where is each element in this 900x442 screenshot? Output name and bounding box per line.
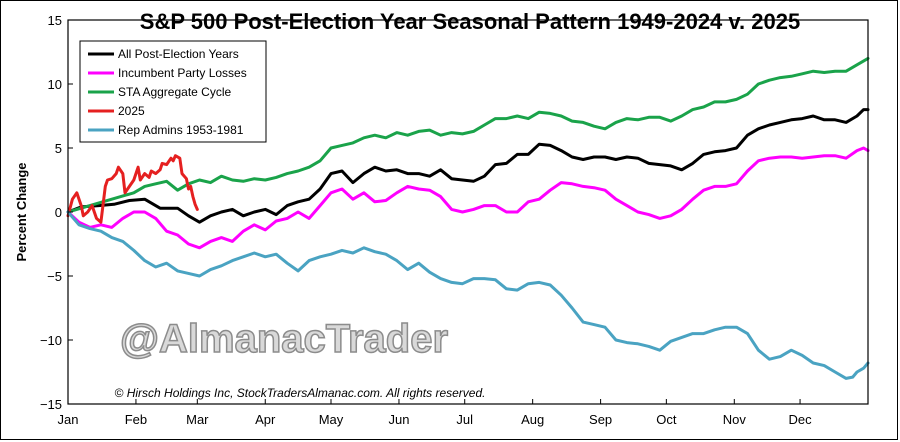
- x-tick-label-sep: Sep: [589, 412, 612, 427]
- y-tick-label: −5: [47, 269, 62, 284]
- x-tick-label-feb: Feb: [125, 412, 147, 427]
- x-tick-label-jun: Jun: [388, 412, 409, 427]
- series-line-2: [66, 56, 870, 214]
- legend-label: All Post-Election Years: [118, 47, 239, 61]
- y-axis-label: Percent Change: [14, 163, 29, 262]
- x-tick-label-aug: Aug: [521, 412, 544, 427]
- y-tick-label: −15: [40, 397, 62, 412]
- series-layer: [66, 56, 870, 380]
- y-tick-label: 15: [48, 13, 62, 28]
- x-tick-label-may: May: [319, 412, 344, 427]
- series-line-4: [66, 210, 870, 380]
- y-tick-label: 5: [55, 141, 62, 156]
- series-line-3: [66, 154, 199, 224]
- legend: All Post-Election Years Incumbent Party L…: [79, 40, 267, 143]
- x-tick-label-mar: Mar: [186, 412, 209, 427]
- y-axis: 15 10 5 0 −5 −10 −15: [40, 13, 73, 412]
- series-line-0: [66, 108, 870, 224]
- x-tick-label-nov: Nov: [723, 412, 747, 427]
- legend-label: Incumbent Party Losses: [118, 66, 247, 80]
- legend-label: 2025: [118, 104, 145, 118]
- x-tick-label-apr: Apr: [255, 412, 276, 427]
- chart-title: S&P 500 Post-Election Year Seasonal Patt…: [140, 9, 800, 34]
- y-tick-label: 0: [55, 205, 62, 220]
- legend-label: STA Aggregate Cycle: [118, 85, 232, 99]
- y-tick-label: −10: [40, 333, 62, 348]
- y-tick-label: 10: [48, 77, 62, 92]
- x-tick-label-jan: Jan: [58, 412, 79, 427]
- x-axis: Jan Feb Mar Apr May Jun Jul Aug Sep Oct Nov Dec: [58, 399, 812, 427]
- x-tick-label-dec: Dec: [788, 412, 812, 427]
- series-line-1: [66, 146, 870, 250]
- legend-label: Rep Admins 1953-1981: [118, 123, 244, 137]
- x-tick-label-jul: Jul: [456, 412, 473, 427]
- watermark: @AlmanacTrader: [120, 317, 448, 361]
- copyright-note: © Hirsch Holdings Inc, StockTradersAlman…: [115, 386, 486, 400]
- x-tick-label-oct: Oct: [656, 412, 677, 427]
